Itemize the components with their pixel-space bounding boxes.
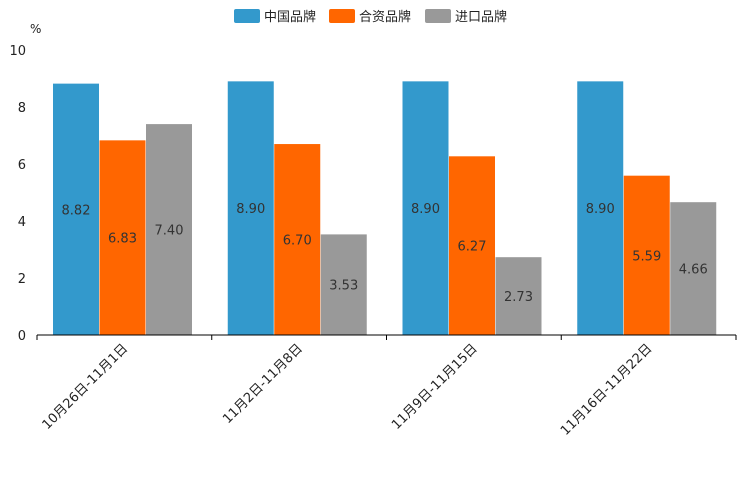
x-category-label: 11月2日-11月8日 [220,341,306,427]
y-tick-label: 4 [18,215,26,230]
legend-swatch [425,9,451,23]
bar[interactable] [53,83,99,335]
bar-value-label: 6.27 [458,240,487,255]
legend-item-1[interactable]: 中国品牌 [234,9,316,25]
bar-value-label: 8.90 [236,202,265,217]
legend-swatch [234,9,260,23]
x-category-label: 11月9日-11月15日 [389,341,481,433]
bar-value-label: 5.59 [632,249,661,264]
bar[interactable] [402,81,449,335]
y-tick-label: 8 [18,101,26,116]
x-axis: 10月26日-11月1日 11月2日-11月8日 11月9日-11月15日 11月16… [36,334,737,439]
bar[interactable] [623,175,670,335]
bar-value-label: 8.82 [62,203,91,218]
y-tick-label: 6 [18,158,26,173]
legend-label: 进口品牌 [455,9,507,25]
y-tick-label: 2 [18,272,26,287]
bar-value-label: 6.70 [283,234,312,249]
legend-swatch [329,9,355,23]
legend-label: 中国品牌 [264,9,316,25]
bar[interactable] [227,81,274,335]
bar-value-label: 6.83 [108,232,137,247]
y-axis-unit-label: % [30,22,41,36]
bar-value-label: 8.90 [411,202,440,217]
bar[interactable] [146,124,192,335]
bar-value-label: 2.73 [504,290,533,305]
legend-item-3[interactable]: 进口品牌 [425,9,507,25]
x-category-label: 11月16日-11月22日 [558,341,655,438]
x-category-label: 10月26日-11月1日 [40,341,132,433]
y-tick-label: 10 [9,44,26,59]
legend-item-2[interactable]: 合资品牌 [329,9,411,25]
legend-label: 合资品牌 [359,9,411,25]
bar-value-label: 8.90 [586,202,615,217]
bar[interactable] [449,156,495,335]
bar-group-4: 8.90 5.59 4.66 [577,81,717,335]
bar-value-label: 3.53 [329,279,358,294]
bar[interactable] [99,140,146,335]
bars: 8.826.837.408.906.703.538.906.272.738.90… [53,81,717,335]
bar-group-1: 8.82 6.83 7.40 [53,83,192,335]
bar[interactable] [274,144,321,335]
bar-value-label: 7.40 [155,224,184,239]
y-tick-label: 0 [18,329,26,344]
bar-group-2: 8.90 6.70 3.53 [227,81,367,335]
y-axis: 0 2 4 6 8 10 [9,44,26,344]
bar[interactable] [320,234,367,335]
bar-value-label: 4.66 [679,263,708,278]
bar-group-3: 8.90 6.27 2.73 [402,81,542,335]
legend: 中国品牌 合资品牌 进口品牌 [234,9,507,25]
bar[interactable] [577,81,624,335]
bar[interactable] [670,202,717,335]
bar[interactable] [495,257,542,335]
